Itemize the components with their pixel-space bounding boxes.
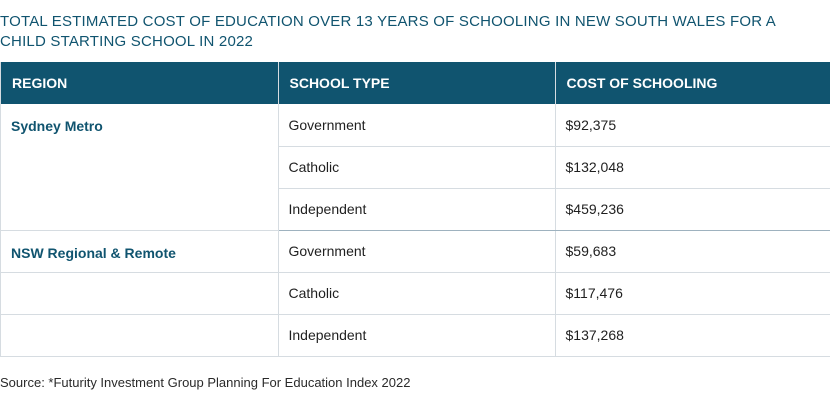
region-cell — [1, 272, 278, 315]
school-type-cell: Catholic — [277, 272, 555, 315]
table-row: NSW Regional & Remote Government $59,683 — [1, 230, 830, 273]
cost-cell: $132,048 — [554, 146, 830, 189]
school-type-cell: Catholic — [277, 146, 555, 189]
school-type-cell: Government — [277, 230, 555, 273]
page-title: TOTAL ESTIMATED COST OF EDUCATION OVER 1… — [0, 13, 776, 50]
cost-table: REGION SCHOOL TYPE COST OF SCHOOLING Syd… — [0, 62, 830, 357]
school-type-cell: Independent — [277, 188, 555, 231]
cost-cell: $117,476 — [554, 272, 830, 315]
table-header: REGION SCHOOL TYPE COST OF SCHOOLING — [1, 62, 830, 104]
table-row: Catholic $132,048 — [1, 146, 830, 189]
region-cell — [1, 314, 278, 357]
region-cell: NSW Regional & Remote — [1, 230, 278, 273]
table-row: Sydney Metro Government $92,375 — [1, 104, 830, 231]
column-header-region: REGION — [1, 62, 278, 104]
cost-cell: $137,268 — [554, 314, 830, 357]
source-note: Source: *Futurity Investment Group Plann… — [0, 375, 411, 390]
data-table: REGION SCHOOL TYPE COST OF SCHOOLING Syd… — [1, 62, 830, 357]
school-type-cell: Government — [277, 104, 555, 147]
table-row: Catholic $117,476 — [1, 272, 830, 315]
header-row: REGION SCHOOL TYPE COST OF SCHOOLING — [1, 62, 830, 104]
table-row: Independent $459,236 — [1, 188, 830, 231]
cost-cell: $59,683 — [554, 230, 830, 273]
region-cell: Sydney Metro — [1, 104, 278, 231]
table-row: Independent $137,268 — [1, 314, 830, 357]
school-type-cell: Independent — [277, 314, 555, 357]
table-body: Sydney Metro Government $92,375 Catholic… — [1, 104, 830, 357]
column-header-school-type: SCHOOL TYPE — [277, 62, 555, 104]
cost-cell: $459,236 — [554, 188, 830, 231]
column-header-cost: COST OF SCHOOLING — [554, 62, 830, 104]
cost-cell: $92,375 — [554, 104, 830, 147]
